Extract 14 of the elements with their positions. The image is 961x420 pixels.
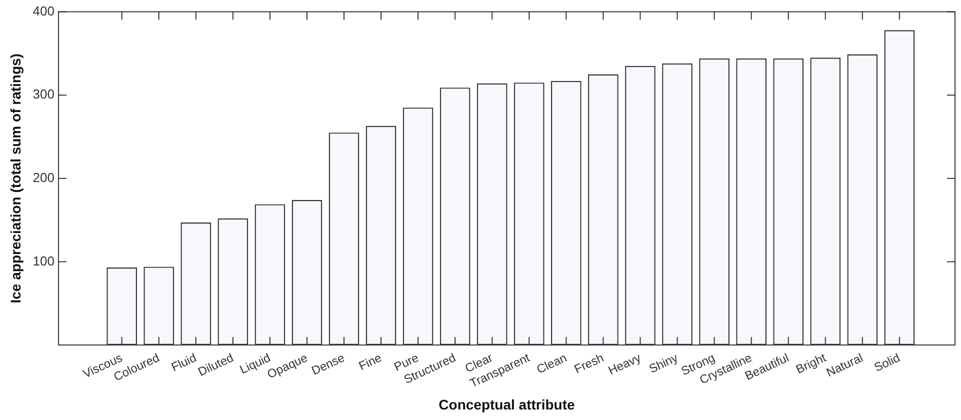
- y-axis-title: Ice appreciation (total sum of ratings): [7, 54, 24, 304]
- x-tick-label: Shiny: [646, 350, 680, 376]
- x-axis-title: Conceptual attribute: [438, 396, 576, 412]
- y-tick-label: 100: [32, 253, 54, 268]
- y-tick-label: 400: [32, 3, 54, 18]
- x-tick-label: Fluid: [169, 350, 199, 374]
- x-tick-label: Clean: [534, 350, 569, 376]
- y-tick-label: 200: [32, 170, 54, 185]
- x-tick-label: Fresh: [572, 350, 606, 376]
- y-tick-label: 300: [32, 86, 54, 102]
- x-tick-label: Fine: [356, 350, 384, 374]
- x-tick-label: Dense: [309, 350, 347, 378]
- x-tick-label: Solid: [872, 350, 902, 375]
- x-tick-label: Heavy: [606, 350, 643, 378]
